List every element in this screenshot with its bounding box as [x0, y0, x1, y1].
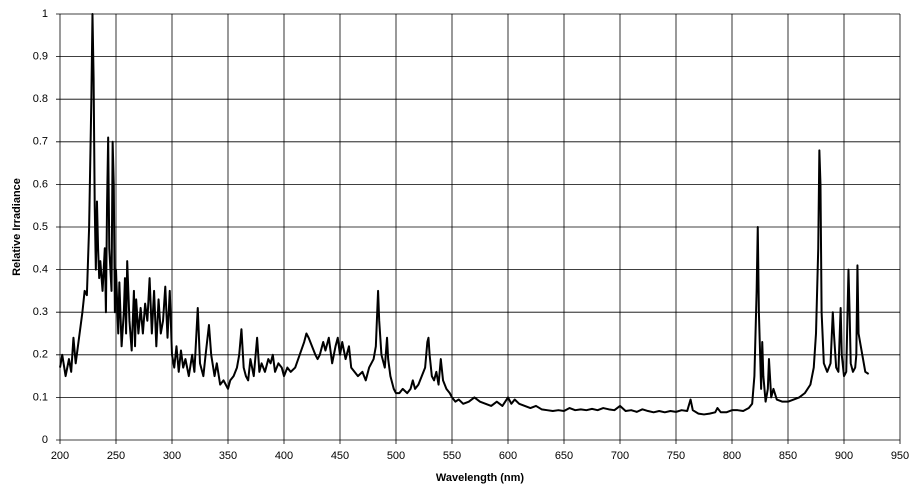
y-tick-label: 0.1: [33, 391, 48, 403]
y-tick-label: 0.3: [33, 306, 48, 318]
x-tick-label: 300: [163, 450, 181, 462]
x-tick-label: 650: [555, 450, 573, 462]
y-tick-label: 0.5: [33, 221, 48, 233]
line: [59, 13, 870, 416]
x-tick-label: 350: [219, 450, 237, 462]
x-tick-label: 400: [275, 450, 293, 462]
y-tick-label: 0.6: [33, 178, 48, 190]
y-tick-label: 1: [42, 8, 48, 20]
x-tick-label: 200: [51, 450, 69, 462]
x-axis-title: Wavelength (nm): [436, 472, 525, 484]
y-tick-label: 0: [42, 434, 48, 446]
x-tick-label: 550: [443, 450, 461, 462]
y-tick-label: 0.2: [33, 349, 48, 361]
x-tick-label: 700: [611, 450, 629, 462]
y-tick-label: 0.9: [33, 51, 48, 63]
x-tick-label: 900: [835, 450, 853, 462]
x-tick-label: 850: [779, 450, 797, 462]
x-tick-label: 750: [667, 450, 685, 462]
y-axis-title: Relative Irradiance: [11, 178, 23, 276]
x-tick-label: 800: [723, 450, 741, 462]
y-tick-label: 0.7: [33, 136, 48, 148]
x-tick-label: 250: [107, 450, 125, 462]
x-tick-label: 450: [331, 450, 349, 462]
x-tick-label: 600: [499, 450, 517, 462]
x-tick-label: 500: [387, 450, 405, 462]
y-tick-label: 0.4: [33, 264, 48, 276]
x-tick-label: 950: [891, 450, 909, 462]
y-tick-label: 0.8: [33, 93, 48, 105]
